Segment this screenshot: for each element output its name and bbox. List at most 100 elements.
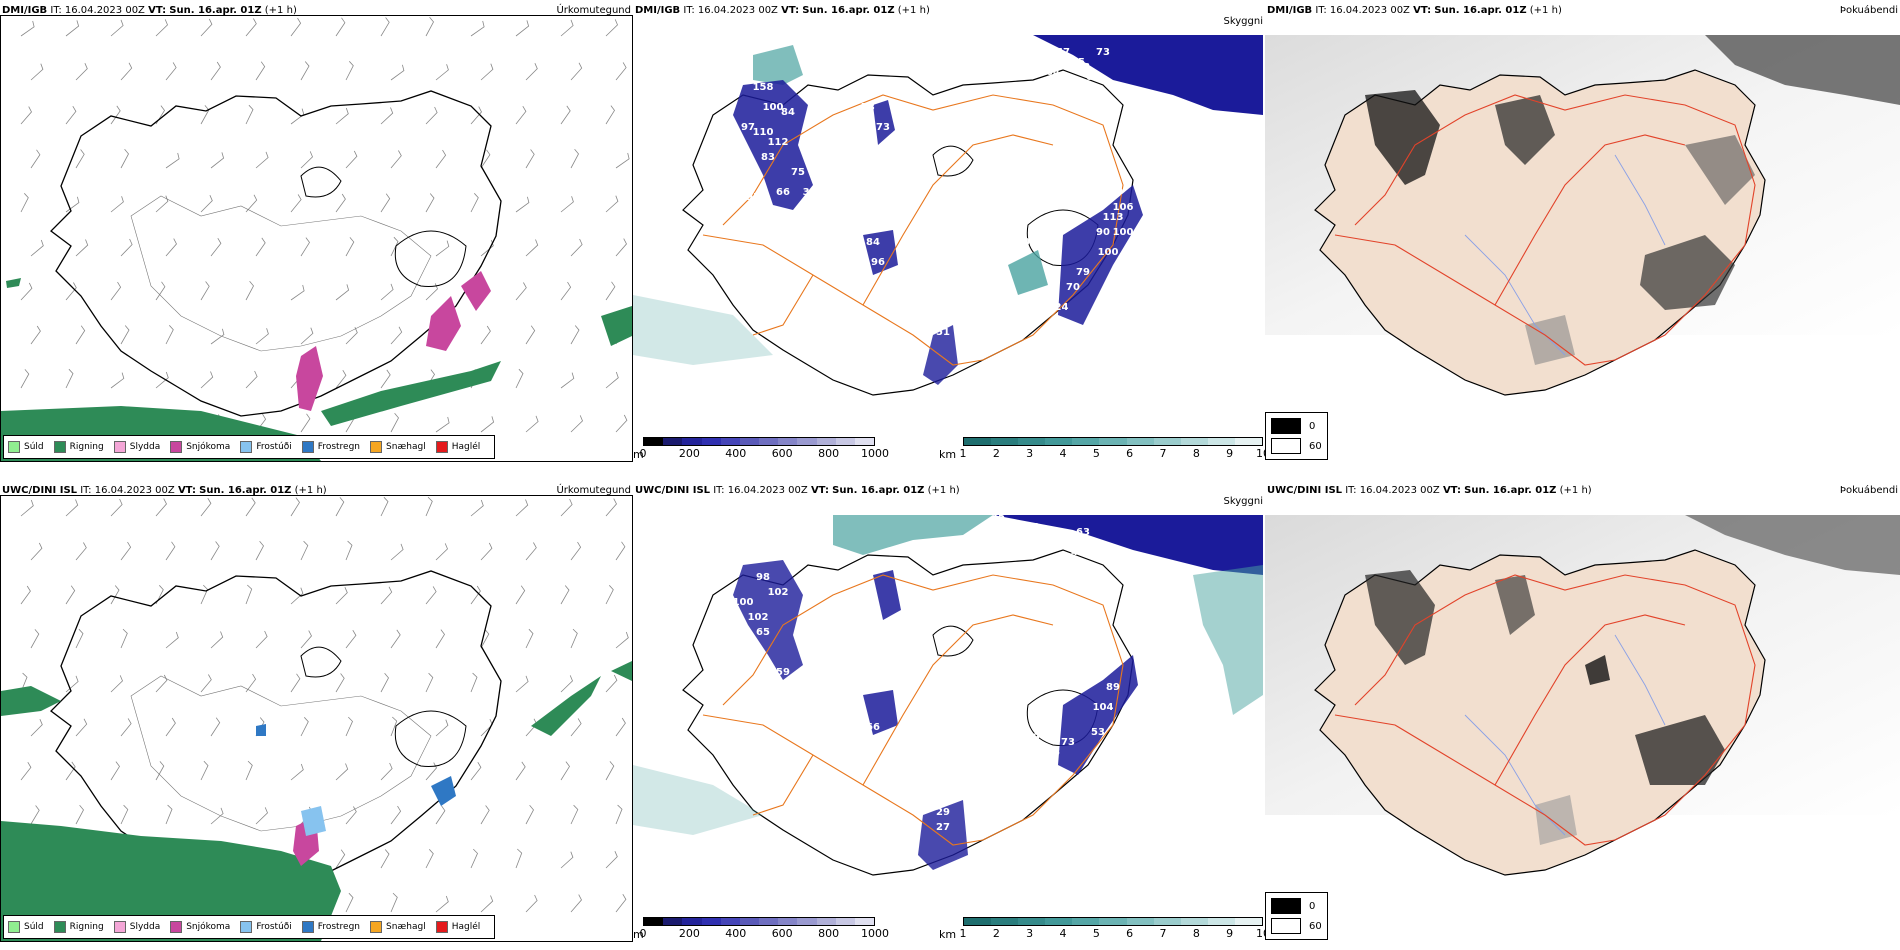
wind-barb [380,496,389,517]
colorbar-segment [835,918,855,925]
fog-legend-row: 0 [1271,896,1322,916]
wind-barb [470,499,484,517]
precip-type-panel: UWC/DINI ISL IT: 16.04.2023 00Z VT: Sun.… [0,480,635,950]
wind-barb [335,193,346,213]
ceiling-unit: m [633,448,644,461]
wind-barb [560,675,573,693]
wind-barb [255,630,268,649]
colorbar-segment [1207,918,1235,925]
colorbar-segment [644,918,664,925]
wind-barb [525,325,536,345]
wind-barb [210,152,225,169]
ceiling-value-label: 73 [876,122,890,133]
ceiling-value-label: 86 [1006,527,1020,538]
wind-barb [120,541,132,561]
visibility-colorbar: 1 2 3 4 5 6 7 8 9 10 [960,917,1265,940]
colorbar-segment [1153,438,1181,445]
ceiling-value-label: 68 [1086,72,1100,83]
wind-barb [255,807,268,825]
ceiling-value-label: 73 [1036,747,1050,758]
row-uwc: UWC/DINI ISL IT: 16.04.2023 00Z VT: Sun.… [0,480,1900,950]
ceiling-value-label: 73 [996,42,1010,53]
wind-barb [210,541,220,561]
wind-barb [390,64,405,81]
wind-barb [110,196,124,213]
wind-barb [210,807,224,825]
visibility-colorbar-strip [963,917,1263,926]
ceiling-map[interactable]: 98 102 100 102 65 59 66 65 51 29 27 58 73 53 89 104 89 73… [633,515,1263,910]
wind-barb [615,804,623,825]
wind-barb [570,718,582,737]
wind-barb [245,104,254,125]
wind-barb [515,368,524,389]
legend-item-frostudi: Frostúði [240,441,292,453]
colorbar-tick-label: 2 [992,927,1000,940]
ceiling-map[interactable]: 158 100 84 97 110 112 83 73 73 75 66 95 340 84 96 80 100… [633,35,1263,430]
colorbar-tick-label: 4 [1059,927,1067,940]
ceiling-value-label: 89 [1026,522,1040,533]
model-name: UWC/DINI ISL [635,485,711,496]
ceiling-value-label: 110 [753,127,774,138]
legend-item-rigning: Rigning [53,921,104,933]
colorbar-segment [663,438,683,445]
wind-barb [425,193,435,213]
wind-barb [155,281,166,301]
colorbar-segment [854,438,875,445]
wind-barb [300,630,312,649]
colorbar-tick-label: 800 [818,927,840,940]
wind-barb [345,61,354,81]
iceland-outline [50,570,502,897]
wind-barb [560,196,574,213]
ceiling-value-label: 73 [1061,737,1075,748]
ceiling-value-label: 129 [1103,187,1124,198]
wind-barb [515,499,529,517]
legend-item-frostregn: Frostregn [301,441,360,453]
legend-swatch [8,921,20,933]
visibility-colorbar-ticks: 1 2 3 4 5 6 7 8 9 10 [960,446,1266,460]
wind-barb [300,237,310,257]
wind-barb [200,497,212,517]
ceiling-value-label: 64 [956,47,970,58]
wind-barb [515,282,527,301]
colorbar-segment [1234,438,1263,445]
colorbar-tick-label: 10 [1256,927,1265,940]
wind-barb [290,17,302,37]
wind-barb [30,629,40,649]
wind-barb [75,149,85,169]
precip-map[interactable]: Súld Rigning Slydda Snjókoma Frostúði [0,495,633,942]
ceiling-value-label: 55 [1071,57,1085,68]
ceiling-value-label: 77 [906,802,920,813]
wind-barb [200,105,210,125]
ceiling-value-label: 65 [756,627,770,638]
wind-barb [525,894,538,913]
panel-header: UWC/DINI ISL IT: 16.04.2023 00Z VT: Sun.… [2,485,327,496]
fog-map[interactable] [1265,515,1900,910]
wind-barb [525,805,534,825]
wind-barb [605,674,618,693]
colorbar-segment [1018,918,1046,925]
precip-map[interactable]: Súld Rigning Slydda Snjókoma Frostúði [0,15,633,462]
ceiling-value-label: 127 [938,297,959,308]
wind-barb [30,542,43,561]
wind-barb [20,499,34,517]
wind-barb [605,498,617,517]
panel-title: Þokuábendi [1839,485,1898,496]
wind-barb [390,413,399,433]
colorbar-segment [682,438,702,445]
colorbar-segment [1207,438,1235,445]
wind-barb [480,416,495,433]
wind-barb [345,716,353,737]
wind-barb [30,63,44,81]
wind-barb [300,327,314,345]
legend-item-sudl: Súld [8,441,44,453]
rivers [1464,154,1666,356]
wind-barb [110,281,122,301]
wind-barb [110,105,121,125]
panel-title: Skyggni [1223,496,1263,507]
wind-barb [515,761,526,781]
fog-map[interactable] [1265,35,1900,430]
wind-barb [75,325,86,345]
wind-barb [335,763,349,781]
wind-barb [300,540,309,561]
